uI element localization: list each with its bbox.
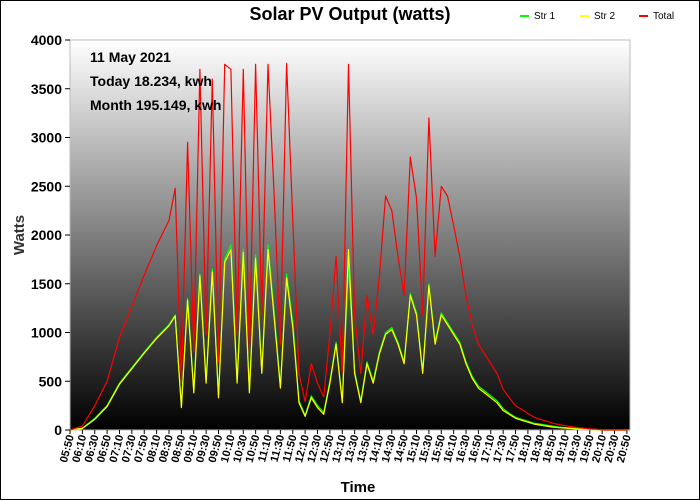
x-axis-label: Time [341, 479, 376, 496]
legend-label: Str 2 [594, 11, 616, 22]
series-line-str-2 [69, 249, 627, 431]
series-lines [69, 62, 627, 431]
y-tick-label: 1500 [31, 276, 62, 292]
y-axis: 0 500 1000 1500 2000 2500 3000 3500 4000 [31, 32, 70, 438]
annotation-today-kwh: Today 18.234, kwh [90, 73, 212, 89]
chart-title: Solar PV Output (watts) [249, 4, 450, 24]
y-tick-label: 2500 [31, 178, 62, 194]
y-tick-label: 0 [54, 422, 62, 438]
legend-label: Total [653, 11, 674, 22]
y-tick-label: 1000 [31, 325, 62, 341]
annotation-date: 11 May 2021 [90, 49, 171, 65]
y-tick-label: 3500 [31, 81, 62, 97]
legend: Str 1 Str 2 Total [520, 11, 674, 22]
series-line-total [69, 62, 627, 431]
y-tick-label: 500 [39, 373, 63, 389]
legend-label: Str 1 [534, 11, 556, 22]
annotation-month-kwh: Month 195.149, kwh [90, 97, 221, 113]
y-tick-label: 3000 [31, 130, 62, 146]
x-axis: 05:5006:1006:3006:5007:1007:3007:5008:10… [58, 430, 634, 464]
y-axis-label: Watts [11, 215, 28, 255]
y-tick-label: 2000 [31, 227, 62, 243]
y-tick-label: 4000 [31, 32, 62, 48]
